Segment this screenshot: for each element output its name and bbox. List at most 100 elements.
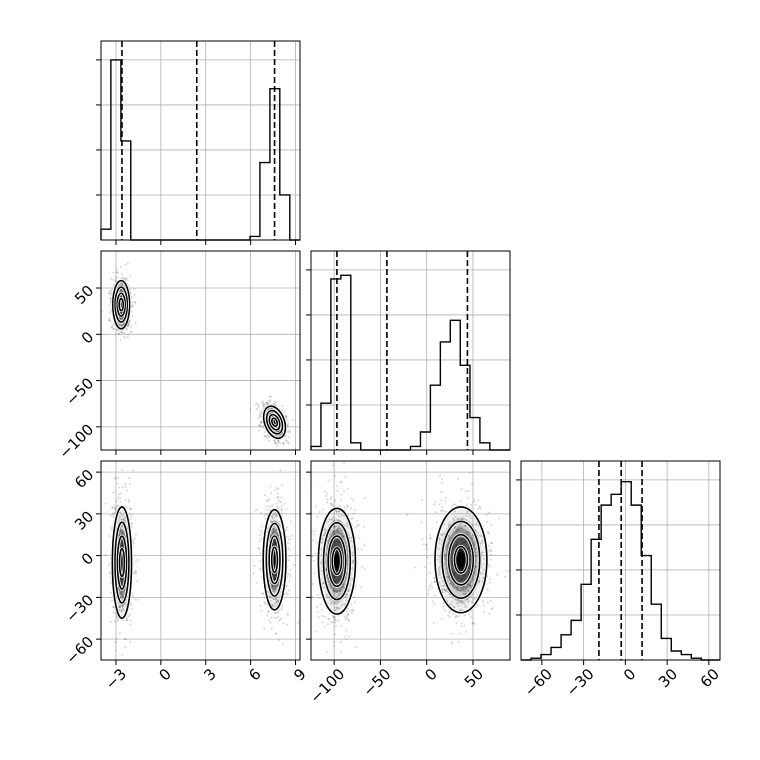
scatter-point	[274, 576, 277, 579]
scatter-point	[270, 492, 273, 495]
scatter-point	[451, 563, 454, 566]
scatter-point	[425, 543, 428, 546]
scatter-point	[435, 521, 438, 524]
contour-line	[434, 506, 488, 614]
scatter-point	[452, 503, 455, 506]
scatter-point	[127, 498, 130, 501]
scatter-point	[134, 570, 137, 573]
scatter-point	[326, 577, 329, 580]
scatter-point	[271, 587, 274, 590]
scatter-point	[346, 548, 349, 551]
scatter-point	[337, 607, 340, 609]
scatter-point	[272, 528, 275, 531]
scatter-point	[122, 514, 125, 517]
scatter-point	[307, 526, 309, 528]
scatter-point	[452, 548, 455, 551]
scatter-point	[433, 603, 436, 606]
scatter-point	[468, 558, 471, 560]
scatter-point	[463, 574, 466, 577]
scatter-point	[470, 537, 473, 540]
scatter-point	[107, 564, 110, 567]
scatter-point	[482, 600, 484, 603]
scatter-point	[337, 541, 340, 544]
scatter-point	[272, 589, 275, 592]
scatter-point	[323, 586, 326, 589]
scatter-point	[122, 532, 125, 535]
scatter-point	[108, 571, 111, 574]
scatter-point	[130, 619, 132, 622]
scatter-point	[311, 530, 314, 533]
scatter-point	[269, 596, 272, 598]
scatter-point	[275, 632, 278, 635]
scatter-point	[459, 525, 461, 528]
scatter-point	[447, 538, 450, 541]
scatter-point	[450, 563, 453, 566]
scatter-point	[279, 525, 282, 528]
scatter-point	[280, 505, 283, 508]
scatter-point	[488, 612, 491, 615]
scatter-point	[326, 623, 329, 626]
scatter-point	[350, 603, 353, 606]
scatter-point	[320, 608, 323, 611]
scatter-point	[472, 523, 475, 526]
scatter-point	[450, 642, 453, 645]
scatter-point	[466, 533, 469, 536]
scatter-point	[335, 590, 338, 593]
scatter-point	[256, 408, 258, 410]
scatter-point	[120, 515, 123, 517]
scatter-point	[259, 559, 262, 562]
scatter-point	[327, 479, 330, 482]
scatter-point	[340, 481, 343, 484]
scatter-point	[288, 542, 291, 545]
scatter-point	[121, 583, 124, 585]
scatter-point	[262, 405, 265, 408]
scatter-point	[288, 555, 291, 558]
scatter-point	[478, 534, 481, 537]
scatter-point	[268, 401, 271, 404]
x-tick-label: 6	[245, 665, 264, 684]
scatter-point	[467, 489, 470, 492]
scatter-point	[337, 519, 339, 522]
scatter-point	[439, 576, 442, 579]
scatter-point	[286, 623, 289, 626]
scatter-point	[464, 524, 467, 527]
scatter-point	[347, 562, 349, 565]
scatter-point	[285, 415, 288, 418]
scatter-point	[110, 326, 113, 329]
scatter-point	[121, 531, 124, 534]
scatter-point	[290, 520, 293, 523]
scatter-point	[486, 520, 488, 523]
scatter-point	[120, 288, 123, 291]
scatter-point	[277, 535, 280, 537]
scatter-point	[482, 557, 485, 560]
scatter-point	[122, 595, 125, 597]
scatter-point	[441, 588, 444, 590]
scatter-point	[488, 563, 491, 566]
scatter-point	[104, 502, 107, 505]
scatter-point	[274, 442, 277, 445]
scatter-point	[440, 491, 443, 494]
scatter-point	[275, 597, 278, 599]
scatter-point	[130, 508, 133, 510]
scatter-point	[337, 539, 340, 542]
scatter-point	[471, 622, 474, 624]
scatter-point	[326, 498, 329, 501]
x-tick-label: 30	[655, 665, 681, 691]
scatter-point	[341, 549, 344, 552]
scatter-point	[279, 442, 282, 445]
scatter-point	[452, 518, 455, 521]
scatter-point	[438, 474, 441, 477]
scatter-point	[272, 403, 275, 406]
scatter-point	[287, 442, 290, 445]
scatter-point	[481, 541, 484, 544]
scatter-point	[289, 575, 291, 578]
scatter-point	[263, 601, 266, 604]
scatter-point	[112, 328, 115, 331]
scatter-point	[341, 529, 344, 532]
scatter-point	[331, 518, 334, 521]
scatter-point	[300, 532, 302, 534]
scatter-point	[124, 519, 127, 522]
scatter-point	[120, 590, 123, 593]
scatter-point	[263, 406, 265, 409]
scatter-point	[325, 495, 327, 497]
